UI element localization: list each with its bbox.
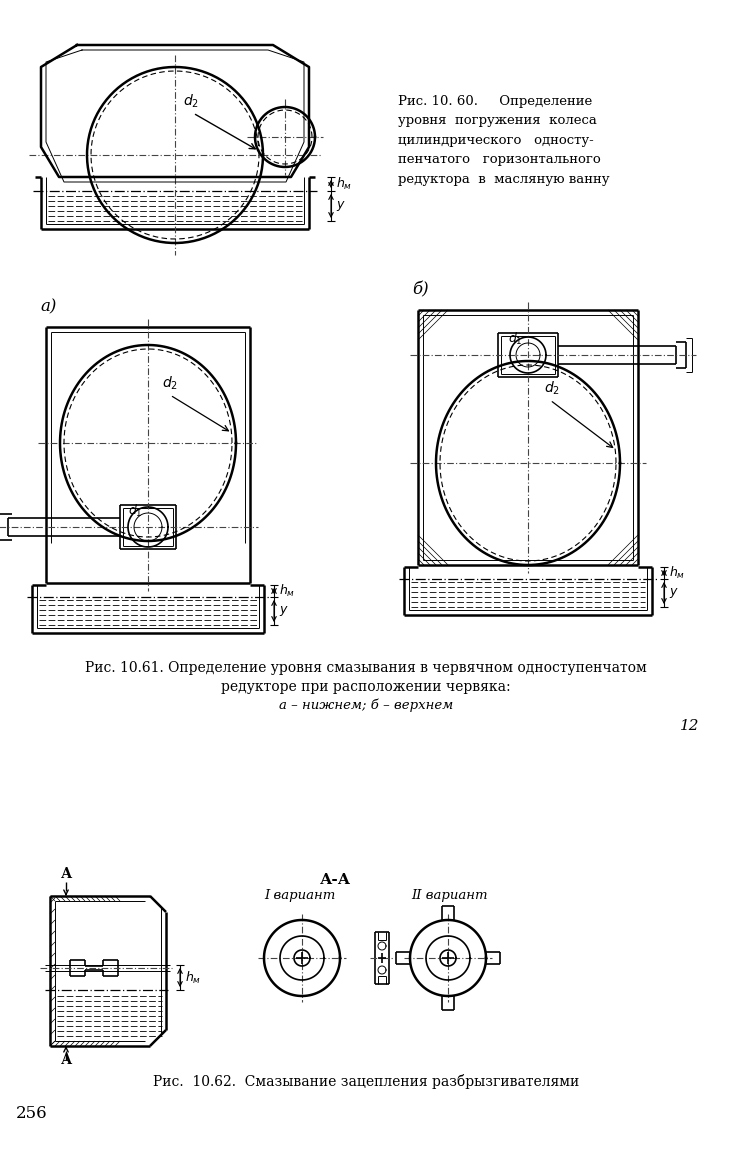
Text: а – нижнем; б – верхнем: а – нижнем; б – верхнем bbox=[279, 699, 453, 712]
Text: $h_м$: $h_м$ bbox=[336, 176, 352, 192]
Text: $y$: $y$ bbox=[279, 604, 289, 618]
Text: б): б) bbox=[412, 281, 429, 298]
Text: $h_м$: $h_м$ bbox=[669, 565, 685, 581]
Text: $y$: $y$ bbox=[336, 199, 346, 213]
Text: А: А bbox=[60, 867, 72, 881]
Text: а): а) bbox=[40, 298, 56, 315]
Text: Рис. 10. 60.     Определение
уровня  погружения  колеса
цилиндрического   одност: Рис. 10. 60. Определение уровня погружен… bbox=[398, 94, 610, 185]
Text: 12: 12 bbox=[680, 719, 700, 733]
Text: А-А: А-А bbox=[319, 872, 351, 887]
Text: $d_2$: $d_2$ bbox=[183, 92, 199, 110]
Text: $d_1$: $d_1$ bbox=[128, 503, 143, 519]
Text: Рис.  10.62.  Смазывание зацепления разбрызгивателями: Рис. 10.62. Смазывание зацепления разбры… bbox=[153, 1074, 579, 1089]
Text: $d_1$: $d_1$ bbox=[508, 330, 523, 346]
Text: $h_м$: $h_м$ bbox=[185, 969, 201, 985]
Text: $d_2$: $d_2$ bbox=[544, 380, 560, 397]
Text: II вариант: II вариант bbox=[411, 890, 488, 902]
Text: $y$: $y$ bbox=[669, 586, 679, 600]
Text: I вариант: I вариант bbox=[264, 890, 336, 902]
Text: Рис. 10.61. Определение уровня смазывания в червячном одноступенчатом
редукторе : Рис. 10.61. Определение уровня смазывани… bbox=[85, 661, 647, 694]
Text: $h_м$: $h_м$ bbox=[279, 582, 295, 599]
Text: 256: 256 bbox=[16, 1105, 48, 1121]
Text: А: А bbox=[60, 1053, 72, 1067]
Text: $d_2$: $d_2$ bbox=[162, 374, 178, 392]
